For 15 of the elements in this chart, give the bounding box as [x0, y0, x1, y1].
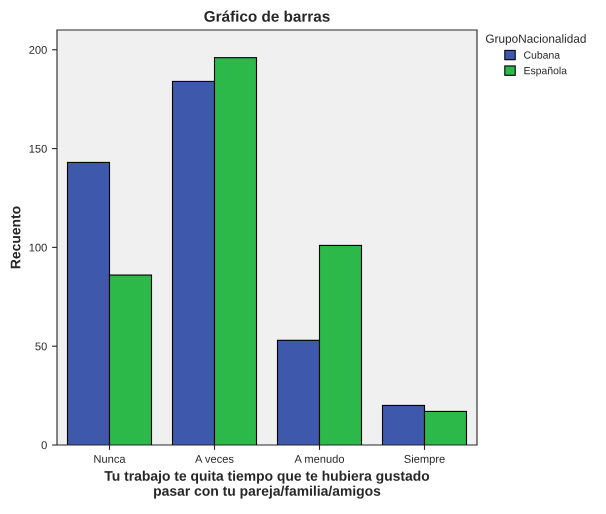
y-tick-label: 150 [30, 144, 47, 153]
x-axis-title: Tu trabajo te quita tiempo que te hubiera gustado pasar con tu pareja/familia/amigos [104, 470, 430, 499]
x-tick-label: A veces [195, 455, 234, 463]
y-tick-label: 50 [35, 342, 47, 350]
y-tick-label: 200 [29, 46, 47, 54]
x-tick-label: Siempre [404, 454, 445, 466]
legend-label: Española [524, 66, 567, 76]
x-tick-label: A menudo [294, 454, 344, 463]
y-tick-label: 100 [30, 244, 47, 252]
y-axis-title: Recuento [10, 206, 20, 268]
legend-title: GrupoNacionalidad [486, 34, 586, 46]
y-tick-label: 0 [42, 441, 47, 450]
legend-label: Cubana [524, 51, 560, 59]
chart-title: Gráfico de barras [204, 10, 330, 22]
x-tick-label: Nunca [94, 455, 126, 463]
